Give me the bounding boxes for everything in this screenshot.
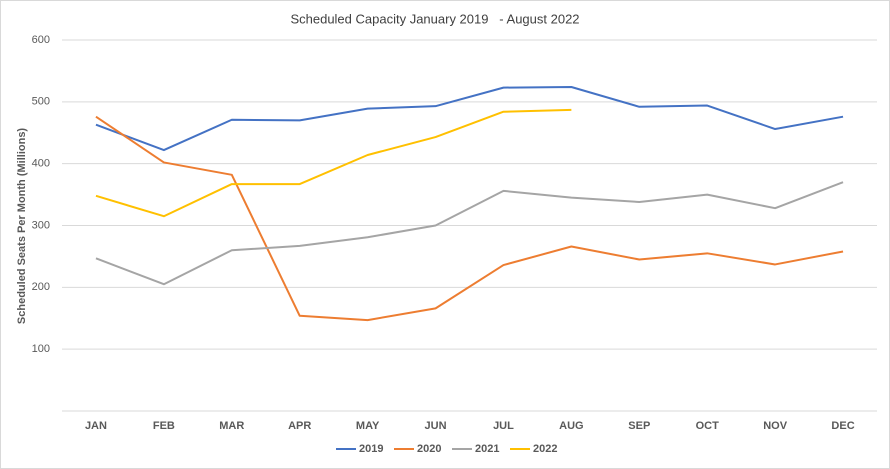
- line-series: [95, 85, 844, 152]
- line-series: [95, 115, 844, 322]
- x-tick-label: JUN: [425, 420, 447, 432]
- x-tick-label: APR: [288, 420, 311, 432]
- x-tick-label: FEB: [153, 420, 175, 432]
- chart-title: Scheduled Capacity January 2019 - August…: [290, 11, 579, 26]
- y-axis-label: Scheduled Seats Per Month (Millions): [16, 128, 28, 325]
- x-tick-label: SEP: [628, 420, 650, 432]
- x-tick-label: JAN: [85, 420, 107, 432]
- x-tick-label: JUL: [493, 420, 514, 432]
- y-tick-label: 300: [32, 219, 50, 231]
- y-tick-label: 500: [32, 96, 50, 108]
- x-tick-label: MAR: [219, 420, 244, 432]
- legend-label: 2022: [533, 443, 557, 455]
- y-tick-label: 100: [32, 343, 50, 355]
- legend-label: 2021: [475, 443, 499, 455]
- x-tick-label: MAY: [356, 420, 380, 432]
- x-tick-label: DEC: [831, 420, 854, 432]
- x-tick-label: AUG: [559, 420, 583, 432]
- y-tick-label: 200: [32, 281, 50, 293]
- line-series: [95, 108, 572, 218]
- x-tick-label: OCT: [696, 420, 720, 432]
- y-tick-label: 600: [32, 34, 50, 46]
- x-tick-label: NOV: [763, 420, 788, 432]
- line-series: [95, 181, 844, 286]
- legend-label: 2019: [359, 443, 383, 455]
- legend-label: 2020: [417, 443, 441, 455]
- y-tick-label: 400: [32, 158, 50, 170]
